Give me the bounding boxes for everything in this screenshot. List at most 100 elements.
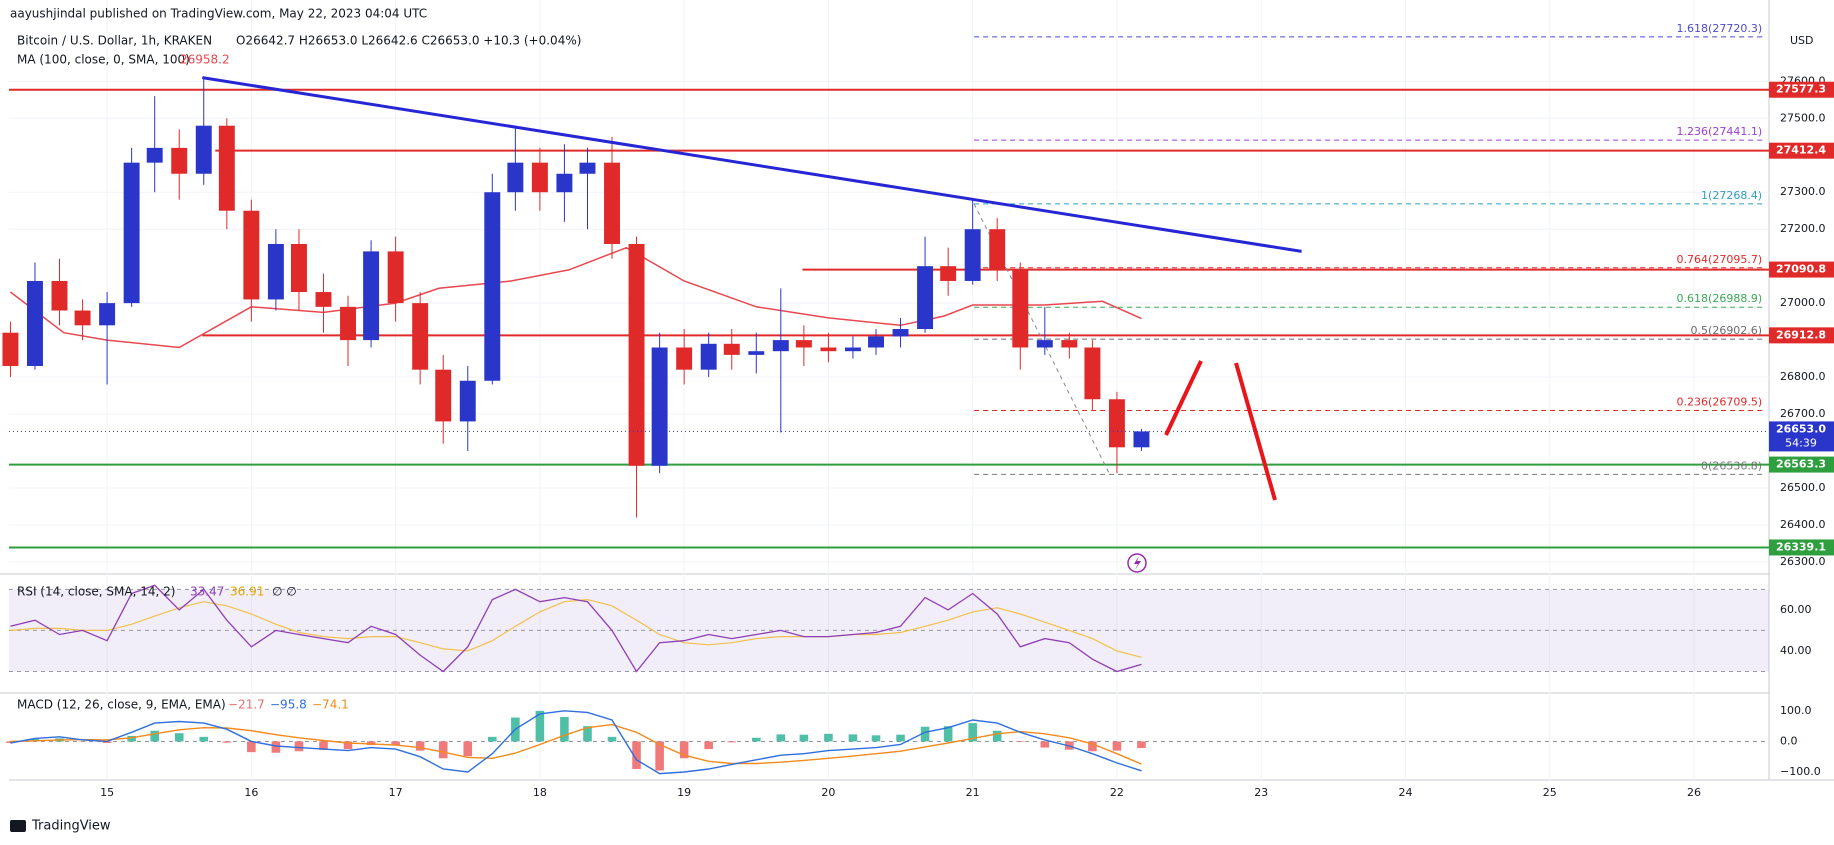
macd-hist-bar [655,741,664,771]
fib-label: 1.236(27441.1) [1677,125,1763,138]
macd-hist-bar [871,735,881,742]
macd-hist-bar [319,741,328,751]
candle-body [459,380,476,422]
candle-body [507,162,524,193]
y-tick-label: 27200.0 [1780,222,1826,235]
macd-hist-bar [1137,741,1146,749]
x-tick-label: 15 [100,786,114,799]
symbol-title: Bitcoin / U.S. Dollar, 1h, KRAKEN [17,34,212,48]
level-tag-label: 27577.3 [1776,83,1826,96]
macd-line [10,710,1142,775]
candle-body [700,343,717,370]
y-tick-label: 26700.0 [1780,407,1826,420]
candle-body [123,162,140,304]
fib-label: 0.618(26988.9) [1677,292,1763,305]
macd-hist-bar [848,734,858,742]
macd-hist-bar [271,741,281,753]
macd-hist-bar [583,726,592,742]
macd-hist-bar [1040,741,1050,748]
candle-body [820,347,837,352]
rsi-value: 33.47 [190,585,224,599]
macd-hist-bar [992,730,1002,742]
event-icon-bolt [1134,556,1141,570]
x-tick-label: 25 [1543,786,1557,799]
ohlc: O26642.7 H26653.0 L26642.6 C26653.0 +10.… [236,34,581,48]
candle-body [290,243,307,293]
level-tag-label: 26339.1 [1776,540,1826,553]
rsi-line [10,584,1142,673]
macd-hist-bar [6,741,15,743]
candle-body [964,229,981,281]
rsi-tick-label: 40.00 [1780,644,1812,657]
macd-hist-bar [343,741,353,750]
ma-legend: MA (100, close, 0, SMA, 100) [17,53,190,67]
macd-hist-bar [1112,741,1122,751]
candle-body [74,310,91,326]
rsi-ma-value: 36.91 [230,585,264,599]
rsi-legend: RSI (14, close, SMA, 14, 2) [17,585,175,599]
plot: 15 16 17 18 19 20 21 22 23 24 25 2627600.027500.027… [2,0,1834,799]
candle-body [772,340,789,352]
macd-hist-bar [799,734,809,742]
level-tag [1769,456,1834,473]
candle-body [989,229,1006,270]
candle-body [2,332,19,366]
macd-hist-bar [632,741,641,769]
macd-hist-bar [560,716,569,742]
arrow-down [1234,362,1277,501]
candle-body [218,125,235,211]
x-tick-label: 16 [244,786,258,799]
candle-body [579,162,596,174]
last-price-label: 26653.0 [1776,422,1826,435]
footer-logo [10,820,26,832]
publisher: aayushjindal published on TradingView.co… [10,7,427,21]
macd-hist-bar [1088,741,1097,752]
level-tag [1769,539,1834,556]
candle-body [604,162,620,244]
x-tick-label: 23 [1254,786,1268,799]
level-tag [1769,81,1834,98]
candle-body [1133,431,1150,448]
candle-body [243,210,260,300]
rsi-tick-label: 60.00 [1780,603,1812,616]
level-tag-label: 26563.3 [1776,458,1826,471]
candle-body [651,347,668,466]
x-tick-label: 18 [533,786,547,799]
macd-hist-bar [535,710,545,742]
ma-value: 26958.2 [180,53,230,67]
candle-body [387,251,404,304]
macd-hist-bar [438,741,448,759]
candle-body [315,292,332,307]
candle-body [556,173,573,193]
y-tick-label: 27300.0 [1780,185,1826,198]
trendline [202,76,1302,253]
last-price-tag [1769,421,1834,452]
macd-hist-bar [487,736,497,742]
candle-body [171,147,188,174]
level-tag [1769,142,1834,159]
x-tick-label: 21 [966,786,980,799]
macd-hist-bar [247,741,256,753]
candle-body [195,125,212,174]
level-tag [1769,327,1834,344]
macd-hist-bar [920,726,930,742]
fib-label: 0(26536.8) [1701,459,1762,472]
macd-tick-label: 0.0 [1780,734,1798,747]
candle-body [892,329,909,337]
x-tick-label: 24 [1398,786,1412,799]
candle-body [340,306,356,341]
candle-body [1012,269,1029,348]
countdown: 54:39 [1785,436,1817,449]
macd-hist-bar [968,723,977,742]
x-tick-label: 22 [1110,786,1124,799]
y-tick-label: 26500.0 [1780,481,1826,494]
rsi-extra: ∅ ∅ [272,585,297,599]
macd-hist-bar [463,741,473,757]
candle-body [1036,340,1053,348]
level-tag-label: 27412.4 [1776,144,1826,157]
macd-hist-bar [751,737,761,742]
candle-body [676,347,693,370]
fib-label: 0.236(26709.5) [1677,396,1763,409]
candle-body [844,347,861,352]
